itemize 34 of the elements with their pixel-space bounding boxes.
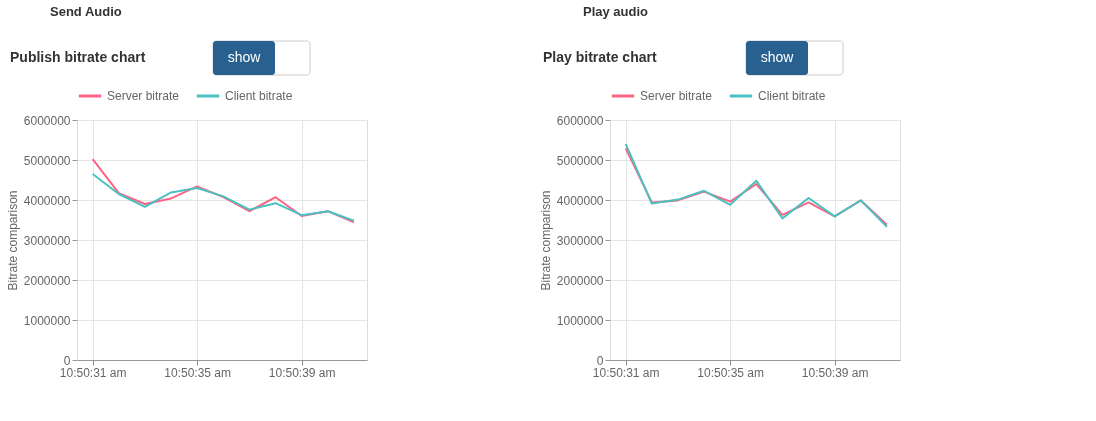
- text: Send Audio: [50, 4, 122, 19]
- y-axis-title: Bitrate comparison: [538, 190, 553, 291]
- x-tick-label: 10:50:39 am: [801, 365, 869, 380]
- chart-title: Play bitrate chart: [543, 49, 657, 65]
- x-tick-label: 10:50:31 am: [59, 365, 127, 380]
- y-tick-label: 0: [63, 353, 71, 368]
- y-tick-label: 4000000: [23, 193, 71, 208]
- chart-title: Publish bitrate chart: [10, 49, 146, 65]
- y-tick-label: 3000000: [23, 233, 71, 248]
- line-series: [91, 158, 355, 224]
- x-tick-label: 10:50:35 am: [164, 365, 232, 380]
- text: show: [227, 49, 262, 65]
- y-tick-label: 5000000: [23, 153, 71, 168]
- legend-label: Client bitrate: [758, 89, 826, 103]
- y-tick-label: 6000000: [23, 113, 71, 128]
- y-tick-label: 2000000: [556, 273, 604, 288]
- legend-label: Server bitrate: [107, 89, 180, 103]
- text: show: [760, 49, 795, 65]
- x-tick-label: 10:50:39 am: [268, 365, 336, 380]
- y-tick-label: 3000000: [556, 233, 604, 248]
- y-tick-label: 2000000: [23, 273, 71, 288]
- y-tick-label: 5000000: [556, 153, 604, 168]
- y-tick-label: 6000000: [556, 113, 604, 128]
- y-axis-title: Bitrate comparison: [5, 190, 20, 291]
- legend-label: Server bitrate: [640, 89, 713, 103]
- y-tick-label: 0: [596, 353, 604, 368]
- y-tick-label: 1000000: [23, 313, 71, 328]
- y-tick-label: 1000000: [556, 313, 604, 328]
- x-tick-label: 10:50:35 am: [697, 365, 765, 380]
- line-series: [91, 173, 355, 222]
- y-tick-label: 4000000: [556, 193, 604, 208]
- x-tick-label: 10:50:31 am: [592, 365, 660, 380]
- legend-label: Client bitrate: [225, 89, 293, 103]
- text: Play audio: [583, 4, 649, 19]
